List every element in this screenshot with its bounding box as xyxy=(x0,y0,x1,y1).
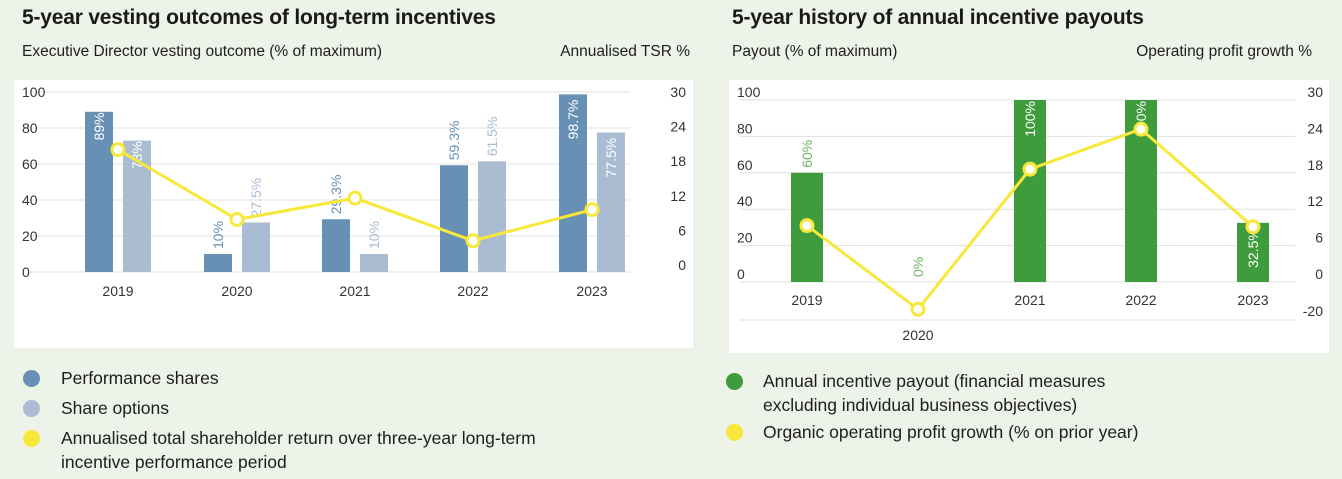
legend-label: excluding individual business objectives… xyxy=(763,395,1078,415)
right-y-tick-label: 100 xyxy=(737,84,761,100)
legend-swatch xyxy=(726,424,743,441)
left-chart-svg: 0 20 40 60 80 100 0 6 12 18 24 30 2019 2020 2021 2022 20… xyxy=(14,80,693,348)
legend-label: Annualised total shareholder return over… xyxy=(61,428,536,448)
right-y-axis-title: Payout (% of maximum) xyxy=(732,43,898,60)
right-x-tick-label: 2022 xyxy=(1125,292,1156,308)
bar-annual-incentive-payout xyxy=(1014,100,1046,282)
right-axis-tick-label-tsr: 6 xyxy=(678,222,686,238)
tsr-point xyxy=(465,233,481,249)
bar-data-label: 29.3% xyxy=(328,175,344,215)
bar-performance-shares xyxy=(440,165,468,272)
legend-swatch xyxy=(726,373,743,390)
bar-performance-shares xyxy=(85,111,113,272)
bar-data-label: 32.5% xyxy=(1245,228,1261,268)
right-chart-title: 5-year history of annual incentive payou… xyxy=(732,6,1144,29)
tsr-point xyxy=(229,211,245,227)
profit-growth-point xyxy=(1245,219,1261,235)
right-axis-tick-label-tsr: 30 xyxy=(670,84,686,100)
legend-label: Organic operating profit growth (% on pr… xyxy=(763,422,1139,442)
bar-data-label: 77.5% xyxy=(603,138,619,178)
profit-growth-point xyxy=(799,218,815,234)
left-chart-title: 5-year vesting outcomes of long-term inc… xyxy=(22,6,496,29)
right-chart-svg: 0 20 40 60 80 100 -20 0 6 12 18 24 30 2019 2020 2021 202… xyxy=(729,80,1329,353)
bar-data-label: 0% xyxy=(910,257,926,277)
legend-label: Share options xyxy=(61,398,169,418)
tsr-point xyxy=(110,142,126,158)
bar-data-label: 27.5% xyxy=(248,178,264,218)
left-y-axis-title: Executive Director vesting outcome (% of… xyxy=(22,43,383,60)
left-y-tick-label: 80 xyxy=(22,120,38,136)
bar-data-label: 100% xyxy=(1022,101,1038,137)
left-x-tick-label: 2020 xyxy=(221,283,252,299)
left-y-tick-label: 20 xyxy=(22,228,38,244)
bar-data-label: 59.3% xyxy=(446,121,462,161)
bar-performance-shares xyxy=(204,254,232,272)
legend-swatch xyxy=(23,430,40,447)
right-secondary-axis-title: Operating profit growth % xyxy=(1136,43,1312,60)
profit-growth-point xyxy=(1022,161,1038,177)
left-x-tick-label: 2023 xyxy=(576,283,607,299)
right-axis-tick-label-tsr: 12 xyxy=(670,188,686,204)
right-y-tick-label: 20 xyxy=(737,230,753,246)
bar-data-label: 60% xyxy=(799,140,815,168)
legend-label: incentive performance period xyxy=(61,452,287,472)
profit-growth-point xyxy=(910,301,926,317)
right-axis-tick-label-growth: -20 xyxy=(1303,303,1323,319)
left-y-tick-label: 0 xyxy=(22,264,30,280)
bar-performance-shares xyxy=(322,219,350,272)
bar-share-options xyxy=(360,254,388,272)
right-x-tick-label: 2020 xyxy=(902,327,933,343)
left-y-tick-label: 100 xyxy=(22,84,46,100)
right-x-tick-label: 2021 xyxy=(1014,292,1045,308)
right-axis-tick-label-growth: 6 xyxy=(1315,230,1323,246)
bar-performance-shares xyxy=(559,94,587,272)
bar-data-label: 10% xyxy=(210,221,226,249)
tsr-point xyxy=(347,190,363,206)
right-chart-panel: 5-year history of annual incentive payou… xyxy=(720,0,1342,479)
bar-share-options xyxy=(242,222,270,272)
left-x-tick-label: 2022 xyxy=(457,283,488,299)
right-x-tick-label: 2019 xyxy=(791,292,822,308)
legend-swatch xyxy=(23,400,40,417)
left-y-tick-label: 40 xyxy=(22,192,38,208)
legend-label: Performance shares xyxy=(61,368,219,388)
left-x-tick-label: 2019 xyxy=(102,283,133,299)
right-axis-tick-label-tsr: 24 xyxy=(670,119,686,135)
bar-share-options xyxy=(597,132,625,272)
bar-data-label: 61.5% xyxy=(484,117,500,157)
bar-data-label: 98.7% xyxy=(565,100,581,140)
left-secondary-axis-title: Annualised TSR % xyxy=(560,43,690,60)
right-y-tick-label: 0 xyxy=(737,266,745,282)
tsr-point xyxy=(584,202,600,218)
right-axis-tick-label-tsr: 0 xyxy=(678,257,686,273)
right-y-tick-label: 40 xyxy=(737,193,753,209)
bar-data-label: 10% xyxy=(366,221,382,249)
right-axis-tick-label-growth: 0 xyxy=(1315,266,1323,282)
left-y-tick-label: 60 xyxy=(22,156,38,172)
right-axis-tick-label-growth: 18 xyxy=(1307,157,1323,173)
left-x-tick-label: 2021 xyxy=(339,283,370,299)
legend-label: Annual incentive payout (financial measu… xyxy=(763,371,1106,391)
legend-swatch xyxy=(23,370,40,387)
right-axis-tick-label-tsr: 18 xyxy=(670,153,686,169)
bar-data-label: 89% xyxy=(91,112,107,140)
bar-share-options xyxy=(478,161,506,272)
right-axis-tick-label-growth: 24 xyxy=(1307,120,1323,136)
profit-growth-point xyxy=(1133,121,1149,137)
right-axis-tick-label-growth: 30 xyxy=(1307,84,1323,100)
left-chart-panel: 5-year vesting outcomes of long-term inc… xyxy=(14,6,693,472)
right-x-tick-label: 2023 xyxy=(1237,292,1268,308)
right-axis-tick-label-growth: 12 xyxy=(1307,193,1323,209)
right-y-tick-label: 60 xyxy=(737,157,753,173)
right-y-tick-label: 80 xyxy=(737,120,753,136)
